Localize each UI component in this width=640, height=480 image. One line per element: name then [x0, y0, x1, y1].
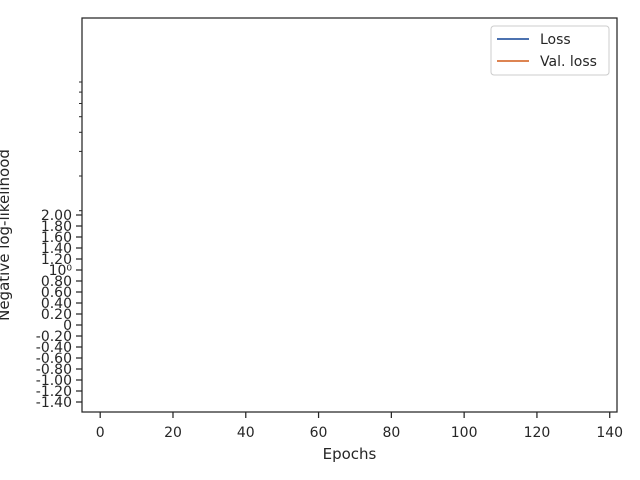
y-tick-label: -1.40 — [36, 395, 72, 411]
x-tick-label: 40 — [237, 425, 255, 441]
y-tick-label: -1.00 — [36, 373, 72, 389]
y-axis-ticks: 2.001.801.601.401.2010⁰0.800.600.400.200… — [36, 81, 82, 411]
x-tick-label: 120 — [524, 425, 551, 441]
y-tick-label: -0.60 — [36, 351, 72, 367]
x-tick-label: 80 — [382, 425, 400, 441]
legend-label-loss: Loss — [540, 32, 571, 48]
x-tick-label: 60 — [310, 425, 328, 441]
y-tick-label: 0.60 — [41, 285, 72, 301]
x-tick-label: 140 — [596, 425, 623, 441]
y-tick-label: -1.20 — [36, 384, 72, 400]
x-tick-label: 100 — [451, 425, 478, 441]
x-axis-ticks: 0 20 40 60 80 100 120 140 — [96, 412, 623, 441]
y-tick-label: -0.40 — [36, 340, 72, 356]
y-tick-label: 10⁰ — [49, 263, 73, 279]
y-tick-label: 0.80 — [41, 274, 72, 290]
x-tick-label: 20 — [164, 425, 182, 441]
y-tick-label: 0.20 — [41, 307, 72, 323]
y-tick-label: 1.40 — [41, 241, 72, 257]
y-axis-label: Negative log-likelihood — [0, 149, 13, 321]
y-tick-label: 0 — [63, 318, 72, 334]
y-tick-label: -0.20 — [36, 329, 72, 345]
y-tick-label: -0.80 — [36, 362, 72, 378]
y-tick-label: 1.80 — [41, 219, 72, 235]
y-tick-label: 0.40 — [41, 296, 72, 312]
legend: Loss Val. loss — [490, 25, 610, 76]
legend-label-val-loss: Val. loss — [540, 54, 597, 70]
y-tick-label: 1.20 — [41, 252, 72, 268]
plot-frame — [81, 17, 618, 413]
y-tick-label: 1.60 — [41, 230, 72, 246]
y-tick-label: 2.00 — [41, 208, 72, 224]
x-axis-label: Epochs — [323, 445, 377, 463]
x-tick-label: 0 — [96, 425, 105, 441]
